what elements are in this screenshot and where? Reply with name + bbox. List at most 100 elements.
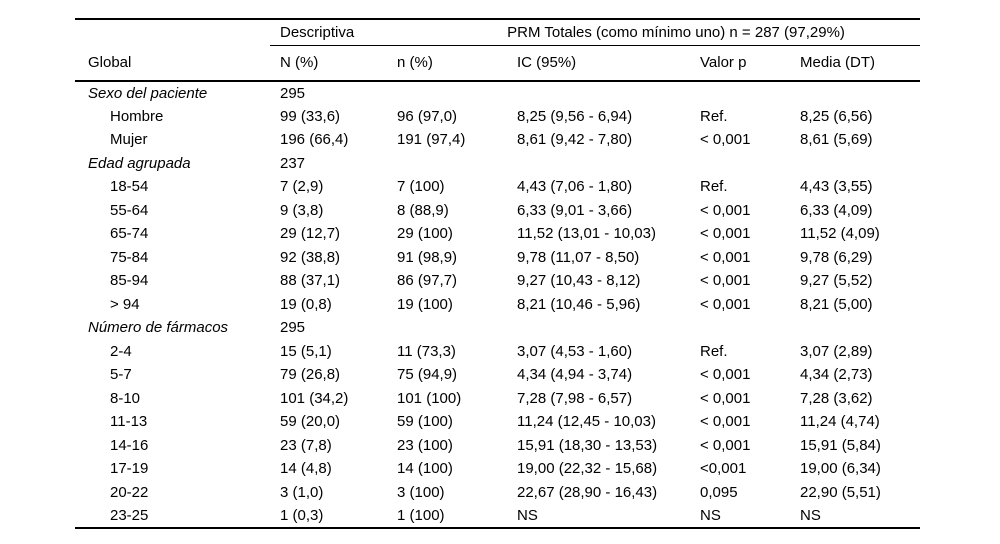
row-item-label: 8-10 xyxy=(110,389,141,407)
spanner-row: Descriptiva PRM Totales (como mínimo uno… xyxy=(75,19,921,46)
table-cell: 11,24 (4,74) xyxy=(800,413,880,431)
table-cell: 15,91 (5,84) xyxy=(800,436,881,454)
table-cell: 3,07 (4,53 - 1,60) xyxy=(517,342,633,360)
table-cell: 92 (38,8) xyxy=(280,248,341,266)
table-cell: 101 (34,2) xyxy=(280,389,349,407)
table-body: Sexo del paciente 295 Hombre 99 (33,6) 96 (9… xyxy=(75,81,920,528)
table-row: Mujer 196 (66,4) 191 (97,4) 8,61 (9,42 - 7,… xyxy=(75,128,920,152)
table-cell xyxy=(790,316,920,340)
table-cell: NS xyxy=(517,506,538,524)
row-section-label: Número de fármacos xyxy=(88,319,229,337)
table-cell: 11 (73,3) xyxy=(397,342,456,360)
table-cell xyxy=(790,152,920,176)
table-cell: 237 xyxy=(280,154,306,172)
table-cell: 4,34 (4,94 - 3,74) xyxy=(517,366,633,384)
row-item-label: 55-64 xyxy=(110,201,149,219)
table-cell xyxy=(790,81,920,105)
table-cell: 0,095 xyxy=(700,483,738,501)
table-cell: Ref. xyxy=(700,107,728,125)
row-item-label: 18-54 xyxy=(110,178,149,196)
table-cell xyxy=(690,81,790,105)
table-row: 14-16 23 (7,8) 23 (100) 15,91 (18,30 - 13,5… xyxy=(75,434,920,458)
table-row: 65-74 29 (12,7) 29 (100) 11,52 (13,01 - 10,… xyxy=(75,222,920,246)
table-cell: NS xyxy=(700,506,721,524)
table-cell: < 0,001 xyxy=(700,366,751,384)
column-header-valor-p: Valor p xyxy=(690,45,790,82)
table-cell: 19,00 (22,32 - 15,68) xyxy=(517,460,658,478)
table-row: Sexo del paciente 295 xyxy=(75,81,920,105)
table-cell: 11,52 (4,09) xyxy=(800,225,880,243)
table-cell: 14 (4,8) xyxy=(280,460,332,478)
table-cell: 1 (0,3) xyxy=(280,506,324,524)
table-cell: 11,24 (12,45 - 10,03) xyxy=(517,413,656,431)
table-cell: 101 (100) xyxy=(397,389,462,407)
table-cell: 6,33 (9,01 - 3,66) xyxy=(517,201,633,219)
table-cell: 15 (5,1) xyxy=(280,342,332,360)
row-item-label: 20-22 xyxy=(110,483,149,501)
stats-table: Descriptiva PRM Totales (como mínimo uno… xyxy=(75,18,921,529)
table-row: Hombre 99 (33,6) 96 (97,0) 8,25 (9,56 - 6,9… xyxy=(75,105,920,129)
column-header-media-dt: Media (DT) xyxy=(790,45,921,82)
table-cell: 9 (3,8) xyxy=(280,201,324,219)
table-cell: 295 xyxy=(280,84,306,102)
row-section-label: Sexo del paciente xyxy=(88,84,208,102)
table-cell: 23 (7,8) xyxy=(280,436,332,454)
row-item-label: 2-4 xyxy=(110,342,132,360)
table-cell: 23 (100) xyxy=(397,436,453,454)
table-cell xyxy=(507,152,690,176)
column-header-row: Global N (%) n (%) IC (95%) Valor p Medi… xyxy=(75,45,921,82)
table-cell: 4,43 (3,55) xyxy=(800,178,873,196)
table-cell: 191 (97,4) xyxy=(397,131,466,149)
table-row: 20-22 3 (1,0) 3 (100) 22,67 (28,90 - 16,43)… xyxy=(75,481,920,505)
table-cell: 196 (66,4) xyxy=(280,131,349,149)
table-cell xyxy=(387,152,507,176)
table-row: 8-10 101 (34,2) 101 (100) 7,28 (7,98 - 6,57… xyxy=(75,387,920,411)
table-cell: 91 (98,9) xyxy=(397,248,458,266)
table-row: 23-25 1 (0,3) 1 (100) NS NS NS xyxy=(75,504,920,528)
table-cell: < 0,001 xyxy=(700,389,751,407)
table-cell: 19 (0,8) xyxy=(280,295,332,313)
table-cell: 22,90 (5,51) xyxy=(800,483,881,501)
table-row: Número de fármacos 295 xyxy=(75,316,920,340)
column-header-global: Global xyxy=(75,45,270,82)
table-cell: 8 (88,9) xyxy=(397,201,449,219)
table-cell: 8,61 (9,42 - 7,80) xyxy=(517,131,633,149)
table-cell: 29 (12,7) xyxy=(280,225,341,243)
table-cell xyxy=(690,316,790,340)
table-cell: 8,25 (6,56) xyxy=(800,107,873,125)
table-cell: 14 (100) xyxy=(397,460,453,478)
row-item-label: 65-74 xyxy=(110,225,149,243)
row-item-label: 85-94 xyxy=(110,272,149,290)
table-cell: 8,25 (9,56 - 6,94) xyxy=(517,107,633,125)
table-cell: 29 (100) xyxy=(397,225,453,243)
table-cell: < 0,001 xyxy=(700,272,751,290)
table-cell: 8,21 (5,00) xyxy=(800,295,873,313)
table-cell: < 0,001 xyxy=(700,436,751,454)
paper-table-container: Descriptiva PRM Totales (como mínimo uno… xyxy=(75,18,921,529)
table-cell: NS xyxy=(800,506,821,524)
column-header-n-big: N (%) xyxy=(270,45,387,82)
row-item-label: 14-16 xyxy=(110,436,149,454)
row-item-label: Hombre xyxy=(110,107,164,125)
table-row: 11-13 59 (20,0) 59 (100) 11,24 (12,45 - 10,… xyxy=(75,410,920,434)
table-cell xyxy=(387,316,507,340)
table-cell: 8,21 (10,46 - 5,96) xyxy=(517,295,641,313)
table-cell: 7,28 (3,62) xyxy=(800,389,873,407)
table-cell xyxy=(690,152,790,176)
table-cell: 75 (94,9) xyxy=(397,366,458,384)
table-row: > 94 19 (0,8) 19 (100) 8,21 (10,46 - 5,96) <… xyxy=(75,293,920,317)
table-row: 18-54 7 (2,9) 7 (100) 4,43 (7,06 - 1,80) Ref… xyxy=(75,175,920,199)
table-cell xyxy=(507,316,690,340)
row-item-label: Mujer xyxy=(110,131,148,149)
table-cell: 19 (100) xyxy=(397,295,453,313)
table-cell: 9,27 (5,52) xyxy=(800,272,873,290)
table-cell: 9,27 (10,43 - 8,12) xyxy=(517,272,641,290)
spanner-empty-cell xyxy=(75,19,270,45)
table-cell: 79 (26,8) xyxy=(280,366,341,384)
table-cell: 15,91 (18,30 - 13,53) xyxy=(517,436,658,454)
table-cell: 4,43 (7,06 - 1,80) xyxy=(517,178,633,196)
table-row: 85-94 88 (37,1) 86 (97,7) 9,27 (10,43 - 8,1… xyxy=(75,269,920,293)
prm-totales-spanner: PRM Totales (como mínimo uno) n = 287 (9… xyxy=(387,19,921,46)
table-cell: 7 (2,9) xyxy=(280,178,324,196)
table-cell: <0,001 xyxy=(700,460,747,478)
